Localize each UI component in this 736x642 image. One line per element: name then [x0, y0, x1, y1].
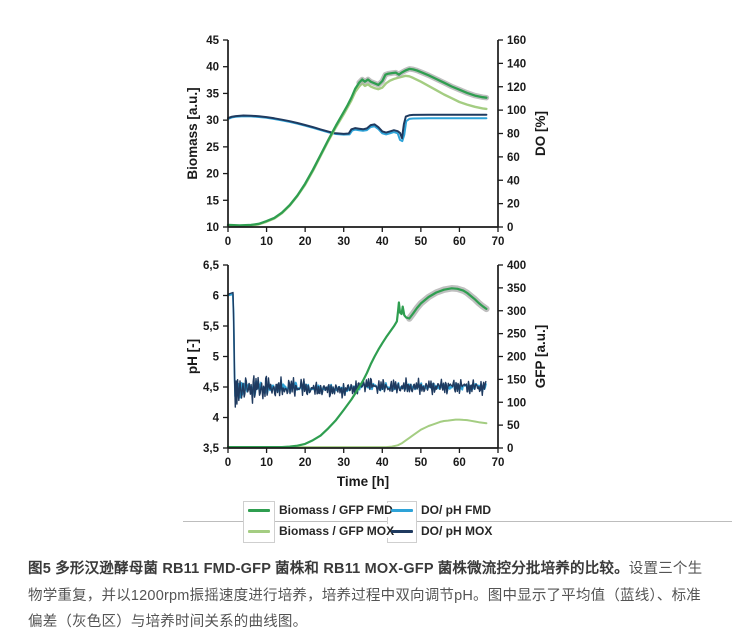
right-tick-label: 50	[507, 420, 520, 432]
legend-label: DO/ pH MOX	[418, 524, 496, 538]
right-tick-label: 0	[507, 443, 513, 455]
right-tick-label: 150	[507, 374, 526, 386]
tick-marks	[223, 264, 503, 453]
left-tick-label: 6,5	[203, 260, 220, 272]
series-gfp-mox	[227, 418, 488, 449]
right-tick-label: 350	[507, 283, 526, 295]
legend-item-do-ph-fmd: DO/ pH FMD	[391, 501, 494, 519]
x-tick-label: 10	[260, 457, 273, 469]
left-tick-label: 15	[206, 195, 219, 207]
legend-line-swatch	[248, 508, 270, 512]
x-tick-label: 40	[376, 236, 389, 248]
left-tick-label: 3,5	[203, 443, 220, 455]
figure5: 10 15 20 25 30 35 40 45 0 20 40 60 80 100 120 140 160 0 10…	[183, 35, 732, 543]
right-tick-label: 60	[507, 152, 520, 164]
left-axis-title: pH [-]	[185, 339, 200, 374]
x-axis-title: Time [h]	[337, 474, 389, 489]
left-tick-label: 6	[213, 291, 219, 303]
legend-item-biomass-gfp-mox: Biomass / GFP MOX	[248, 522, 398, 540]
caption-title: 图5 多形汉逊酵母菌 RB11 FMD-GFP 菌株和 RB11 MOX-GFP…	[28, 561, 629, 577]
series-biomass-fmd	[226, 67, 488, 227]
right-tick-label: 400	[507, 260, 526, 272]
left-tick-label: 25	[206, 142, 219, 154]
right-tick-label: 250	[507, 329, 526, 341]
right-tick-label: 40	[507, 175, 520, 187]
left-tick-label: 10	[206, 222, 219, 234]
chart-2: 3,5 4 4,5 5 5,5 6 6,5 0 50 100 150 200 250 300 350 400 0…	[185, 260, 548, 489]
series-gfp-fmd	[226, 287, 488, 449]
x-tick-label: 0	[225, 236, 231, 248]
x-tick-label: 30	[337, 457, 350, 469]
right-tick-label: 80	[507, 129, 520, 141]
figure-caption: 图5 多形汉逊酵母菌 RB11 FMD-GFP 菌株和 RB11 MOX-GFP…	[28, 556, 712, 636]
left-tick-label: 35	[206, 88, 219, 100]
x-tick-label: 0	[225, 457, 231, 469]
legend-swatch-box-left	[243, 501, 275, 543]
x-tick-label: 50	[414, 457, 427, 469]
x-tick-label: 60	[453, 236, 466, 248]
legend-label: Biomass / GFP MOX	[276, 524, 398, 538]
caption-body: 设置三个生物学重复，并以1200rpm振摇速度进行培养，培养过程中双向调节pH。…	[28, 561, 703, 630]
series-do-mox	[227, 113, 488, 140]
right-axis-title: DO [%]	[533, 111, 548, 156]
left-tick-label: 40	[206, 62, 219, 74]
x-tick-label: 20	[299, 457, 312, 469]
x-tick-label: 40	[376, 457, 389, 469]
series-group	[226, 66, 490, 228]
series-group	[226, 285, 490, 449]
chart-1: 10 15 20 25 30 35 40 45 0 20 40 60 80 100 120 140 160 0 10…	[185, 35, 548, 248]
legend-line-swatch	[391, 508, 413, 512]
left-tick-label: 4,5	[203, 382, 220, 394]
right-tick-label: 160	[507, 35, 526, 47]
right-tick-label: 100	[507, 397, 526, 409]
left-tick-label: 20	[206, 169, 219, 181]
right-tick-label: 120	[507, 82, 526, 94]
left-tick-label: 30	[206, 115, 219, 127]
x-tick-label: 70	[492, 236, 505, 248]
axes	[227, 40, 499, 228]
tick-marks	[223, 39, 503, 232]
right-tick-label: 300	[507, 306, 526, 318]
left-tick-label: 5	[213, 352, 220, 364]
legend-item-do-ph-mox: DO/ pH MOX	[391, 522, 496, 540]
x-tick-label: 20	[299, 236, 312, 248]
x-tick-label: 70	[492, 457, 505, 469]
left-axis-title: Biomass [a.u.]	[185, 87, 200, 179]
legend-line-swatch	[391, 529, 413, 533]
left-tick-label: 5,5	[203, 321, 220, 333]
right-tick-label: 100	[507, 105, 526, 117]
left-tick-label: 45	[206, 35, 219, 47]
x-tick-label: 30	[337, 236, 350, 248]
x-tick-label: 50	[414, 236, 427, 248]
right-tick-label: 20	[507, 199, 520, 211]
right-tick-label: 200	[507, 352, 526, 364]
legend-rule	[183, 521, 732, 522]
right-tick-label: 140	[507, 58, 526, 70]
legend-label: Biomass / GFP FMD	[276, 503, 396, 517]
legend-item-biomass-gfp-fmd: Biomass / GFP FMD	[248, 501, 396, 519]
left-tick-label: 4	[213, 413, 220, 425]
legend-label: DO/ pH FMD	[418, 503, 494, 517]
x-tick-label: 10	[260, 236, 273, 248]
legend-line-swatch	[248, 529, 270, 533]
right-tick-label: 0	[507, 222, 513, 234]
right-axis-title: GFP [a.u.]	[533, 325, 548, 389]
x-tick-label: 60	[453, 457, 466, 469]
series-biomass-mox	[226, 74, 488, 228]
